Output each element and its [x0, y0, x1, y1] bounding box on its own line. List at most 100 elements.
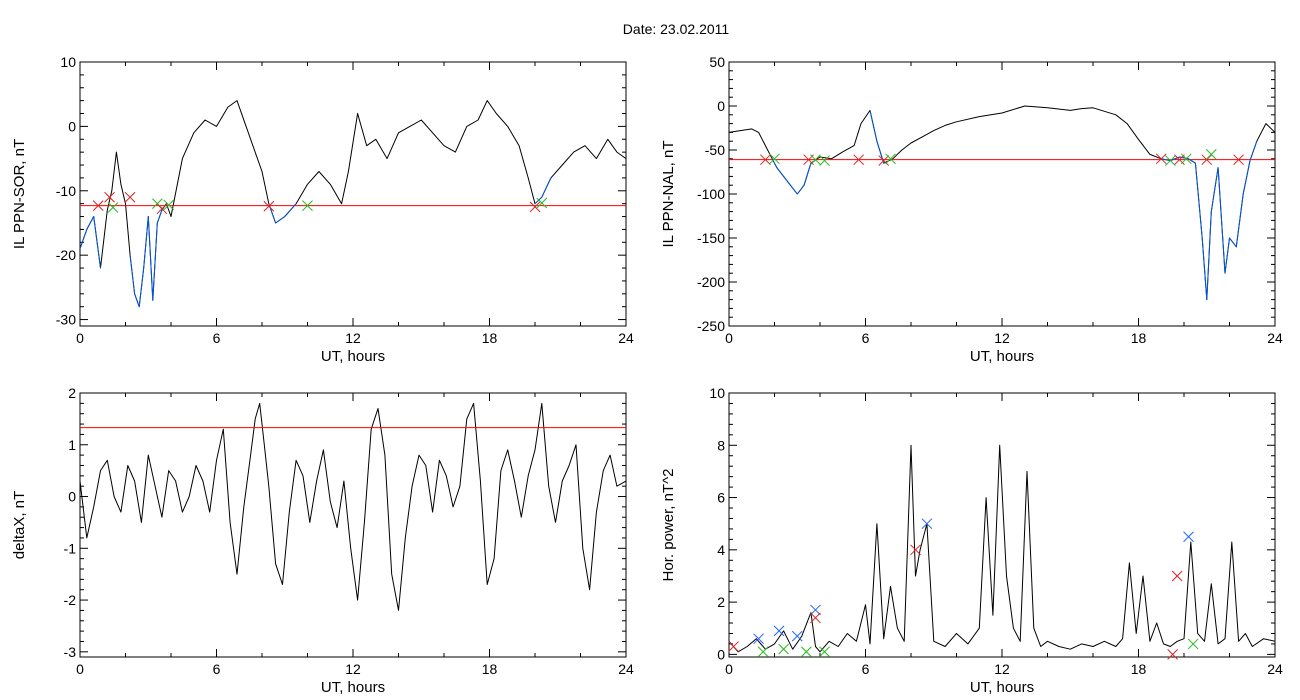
x-tick-label: 18: [482, 661, 498, 677]
point-marker: [757, 646, 769, 658]
y-tick-label: 0: [68, 118, 76, 134]
active-segment: [771, 158, 812, 195]
point-marker: [1155, 153, 1167, 165]
point-marker: [1201, 154, 1213, 166]
point-marker: [819, 646, 830, 658]
y-tick-label: 2: [717, 594, 725, 610]
x-tick-label: 24: [618, 661, 634, 677]
point-marker: [1164, 155, 1176, 166]
y-tick-label: -10: [56, 183, 76, 199]
y-tick-label: 2: [68, 385, 76, 401]
point-marker: [878, 155, 890, 166]
point-marker: [728, 641, 739, 652]
series-line: [729, 105, 1275, 301]
x-tick-label: 12: [345, 661, 361, 677]
active-segment: [534, 177, 552, 205]
panel-il-sor: 0 6 12 18 24 -30 -20 -10 0 10 UT, hours IL PPN-SOR,…: [11, 54, 634, 365]
y-tick-label: -150: [697, 230, 725, 246]
y-tick-label: -3: [64, 644, 77, 660]
point-marker: [1187, 638, 1199, 650]
point-marker: [769, 153, 780, 165]
y-axis-label: deltaX, nT: [11, 491, 28, 559]
y-tick-label: -100: [697, 186, 725, 202]
active-segment: [80, 216, 101, 269]
y-tick-label: 6: [717, 490, 725, 506]
y-tick-label: -1: [64, 540, 77, 556]
point-marker: [529, 201, 541, 213]
y-tick-label: 4: [717, 542, 725, 558]
x-axis-label: UT, hours: [321, 679, 385, 696]
active-segment: [268, 203, 297, 224]
point-marker: [163, 199, 175, 211]
x-tick-label: 18: [1131, 661, 1147, 677]
x-tick-label: 24: [1267, 330, 1283, 346]
y-tick-label: 8: [717, 437, 725, 453]
y-axis-label: IL PPN-SOR, nT: [11, 139, 28, 249]
y-tick-label: -50: [705, 142, 725, 158]
y-axis-label: IL PPN-NAL, nT: [660, 141, 677, 248]
point-marker: [810, 612, 821, 624]
y-tick-label: -30: [56, 312, 76, 328]
point-marker: [810, 604, 821, 616]
x-tick-label: 18: [482, 330, 498, 346]
point-marker: [92, 200, 104, 211]
y-tick-label: -250: [697, 318, 725, 334]
panel-il-nal: 0 6 12 18 24 -250 -200 -150 -100 -50 0 50 UT, hours I…: [660, 54, 1283, 365]
active-segment: [869, 110, 885, 164]
y-tick-label: 0: [717, 98, 725, 114]
x-tick-label: 6: [862, 330, 870, 346]
point-marker: [778, 643, 789, 655]
point-marker: [1180, 153, 1192, 165]
active-segment: [1161, 141, 1258, 301]
point-marker: [263, 200, 275, 212]
plot-frame: [728, 392, 1276, 658]
plot-frame: [728, 61, 1276, 327]
point-marker: [819, 155, 830, 166]
x-tick-label: 6: [213, 330, 221, 346]
point-marker: [124, 191, 136, 203]
y-tick-label: 0: [68, 489, 76, 505]
point-marker: [921, 518, 933, 530]
x-axis-label: UT, hours: [970, 348, 1034, 365]
x-tick-label: 18: [1131, 330, 1147, 346]
x-tick-label: 0: [76, 330, 84, 346]
point-marker: [104, 191, 115, 203]
point-marker: [910, 544, 921, 556]
series-line: [80, 402, 626, 611]
point-marker: [791, 630, 803, 642]
y-tick-label: 10: [60, 54, 76, 70]
point-marker: [1183, 531, 1194, 543]
point-marker: [773, 625, 785, 637]
point-marker: [156, 203, 168, 215]
x-tick-label: 0: [725, 330, 733, 346]
point-marker: [853, 154, 865, 166]
x-tick-label: 6: [862, 661, 870, 677]
x-tick-label: 0: [76, 661, 84, 677]
x-tick-label: 6: [213, 661, 221, 677]
y-tick-label: 10: [709, 385, 725, 401]
y-tick-label: 0: [717, 646, 725, 662]
x-axis-label: UT, hours: [970, 679, 1034, 696]
y-tick-label: -20: [56, 247, 76, 263]
point-marker: [107, 202, 119, 213]
x-tick-label: 0: [725, 661, 733, 677]
point-marker: [302, 200, 313, 211]
series-line: [729, 444, 1275, 653]
point-marker: [536, 197, 548, 209]
point-marker: [800, 646, 812, 658]
point-marker: [885, 153, 896, 165]
x-tick-label: 12: [345, 330, 361, 346]
figure-title: Date: 23.02.2011: [623, 21, 730, 37]
point-marker: [810, 154, 821, 166]
y-axis-label: Hor. power, nT^2: [660, 469, 677, 582]
x-tick-label: 24: [1267, 661, 1283, 677]
x-tick-label: 24: [618, 330, 634, 346]
point-marker: [1171, 570, 1183, 582]
y-tick-label: 50: [709, 54, 725, 70]
x-axis-label: UT, hours: [321, 348, 385, 365]
point-marker: [1174, 154, 1185, 166]
y-tick-label: -200: [697, 274, 725, 290]
